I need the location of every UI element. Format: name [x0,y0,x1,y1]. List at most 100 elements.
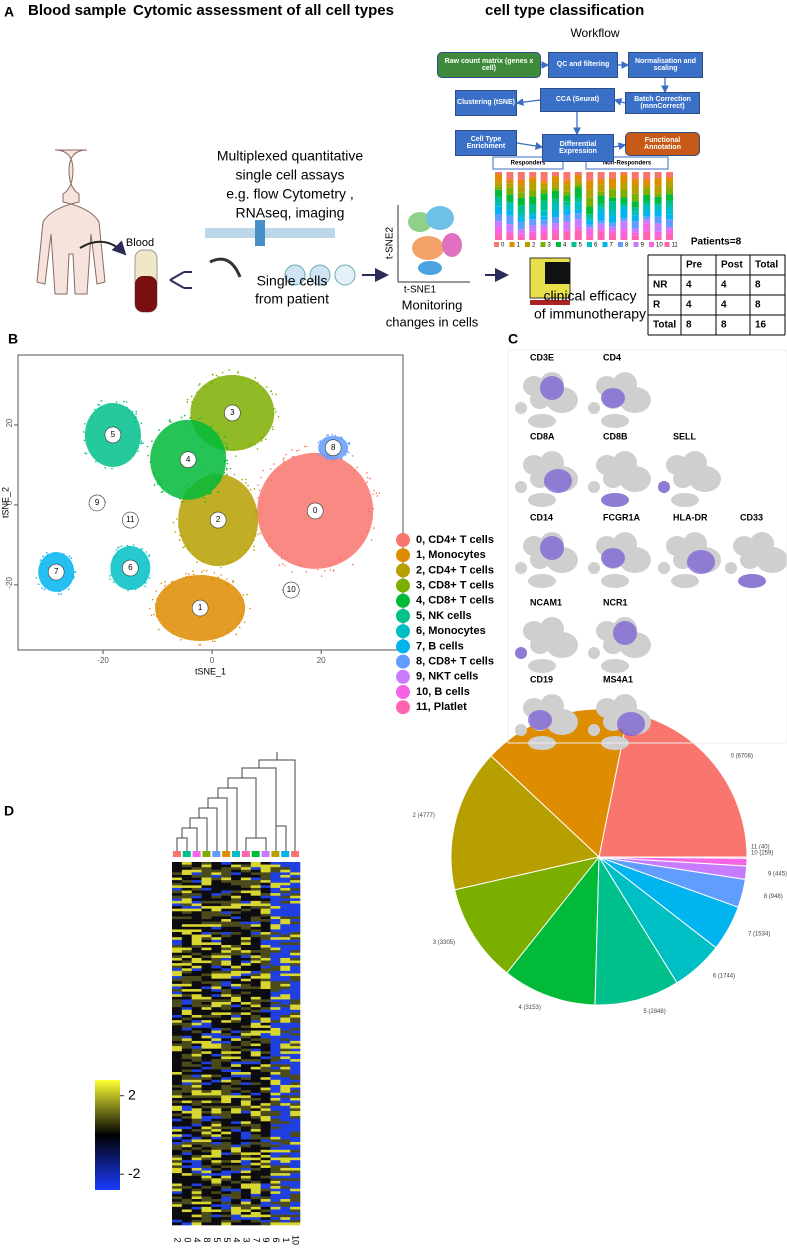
cell-dot [140,422,143,424]
heatmap-cell [221,1162,232,1166]
heatmap-cell [231,991,242,995]
heatmap-cell [270,1165,281,1169]
cell-dot [201,560,203,562]
heatmap-cell [211,963,222,967]
heatmap-cell [211,1022,222,1026]
heatmap-cell [290,934,301,938]
heatmap-cell [191,1022,202,1026]
feature-cloud [530,636,550,654]
heatmap-cell [260,983,271,987]
heatmap-cell [231,1219,242,1223]
cell-dot [204,575,206,577]
heatmap-cell [211,1074,222,1078]
heatmap-cell [270,963,281,967]
heatmap-cell [280,1139,291,1143]
heatmap-cell [250,1142,261,1145]
heatmap-cell [270,1139,281,1143]
heatmap-cell [201,939,212,943]
heatmap-cell [240,906,252,909]
heatmap-cell [290,991,301,995]
heatmap-cell [221,1144,232,1148]
heatmap-cell [181,890,192,894]
cell-dot [270,390,272,393]
heatmap-cell [172,950,183,954]
cell-dot [331,433,334,436]
bar-segment [586,214,594,219]
cell-dot [151,598,154,601]
heatmap-cell [231,1204,242,1208]
heatmap-cell [172,991,183,995]
y-tick-label: 20 [5,418,14,427]
bar-segment [666,233,673,240]
heatmap-cell [250,1157,261,1161]
heatmap-cell [201,913,212,917]
heatmap-cell [290,1170,301,1174]
slice-label: 10 (259) [751,851,773,857]
cell-dot [248,546,251,549]
heatmap-cell [221,898,232,902]
cell-dot [111,467,113,470]
heatmap-cell [240,1056,252,1060]
heatmap-cell [240,968,252,972]
heatmap-cell [250,1069,261,1073]
heatmap-cell [181,1188,192,1192]
heatmap-cell [240,996,252,1000]
heatmap-cell [172,893,183,897]
heatmap-cell [201,1204,212,1208]
heatmap-cell [201,1131,212,1135]
bar-segment [529,231,537,237]
cell-dot [120,545,123,547]
heatmap-cell [240,1160,252,1164]
heatmap-cell [221,880,232,884]
heatmap-cell [231,908,242,912]
heatmap-cell [191,1035,202,1039]
heatmap-cell [290,1167,301,1171]
heatmap-cell [181,1199,192,1202]
heatmap-cell [250,916,261,920]
bar-segment [631,201,639,208]
heatmap-cell [240,1061,252,1065]
heatmap-cell [280,1069,291,1073]
heatmap-cell [240,994,252,998]
heatmap-cell [221,1012,232,1016]
cell-dot [224,459,227,462]
bar-segment [654,223,662,232]
heatmap-cell [231,903,242,907]
cell-dot [237,554,240,556]
heatmap-cell [221,970,232,974]
heatmap-cell [290,885,301,889]
heatmap-cell [191,1199,202,1202]
heatmap-cell [231,1126,242,1130]
bar-segment [609,172,616,179]
feature-cloud [673,470,693,488]
cell-dot [227,632,229,634]
bar-segment [574,226,582,231]
cell-dot [183,545,186,548]
heatmap-cell [172,1222,183,1226]
heatmap-cell [270,1097,281,1101]
heatmap-cell [240,1170,252,1174]
heatmap-cell [240,1077,252,1081]
heatmap-cell [280,903,291,907]
heatmap-cell [240,1090,252,1094]
legend-label: 6, Monocytes [416,625,486,637]
heatmap-cell [231,981,242,985]
heatmap-cell [240,1084,252,1088]
bar-segment [552,228,559,234]
heatmap-cell [211,1002,222,1005]
heatmap-cell [211,864,222,868]
heatmap-cell [211,1165,222,1169]
heatmap-cell [172,1014,183,1018]
heatmap-cell [270,1100,281,1104]
heatmap-cell [250,1214,261,1218]
legend-marker [396,685,410,699]
heatmap-cell [290,1092,301,1096]
cell-dot [332,459,335,462]
heatmap-cell [290,1180,301,1184]
heatmap-cell [231,942,242,946]
heatmap-cell [250,947,261,951]
workflow-step: Cell Type Enrichment [455,130,517,156]
heatmap-cell [191,1222,202,1226]
heatmap-cell [201,921,212,925]
heatmap-cell [221,1152,232,1156]
